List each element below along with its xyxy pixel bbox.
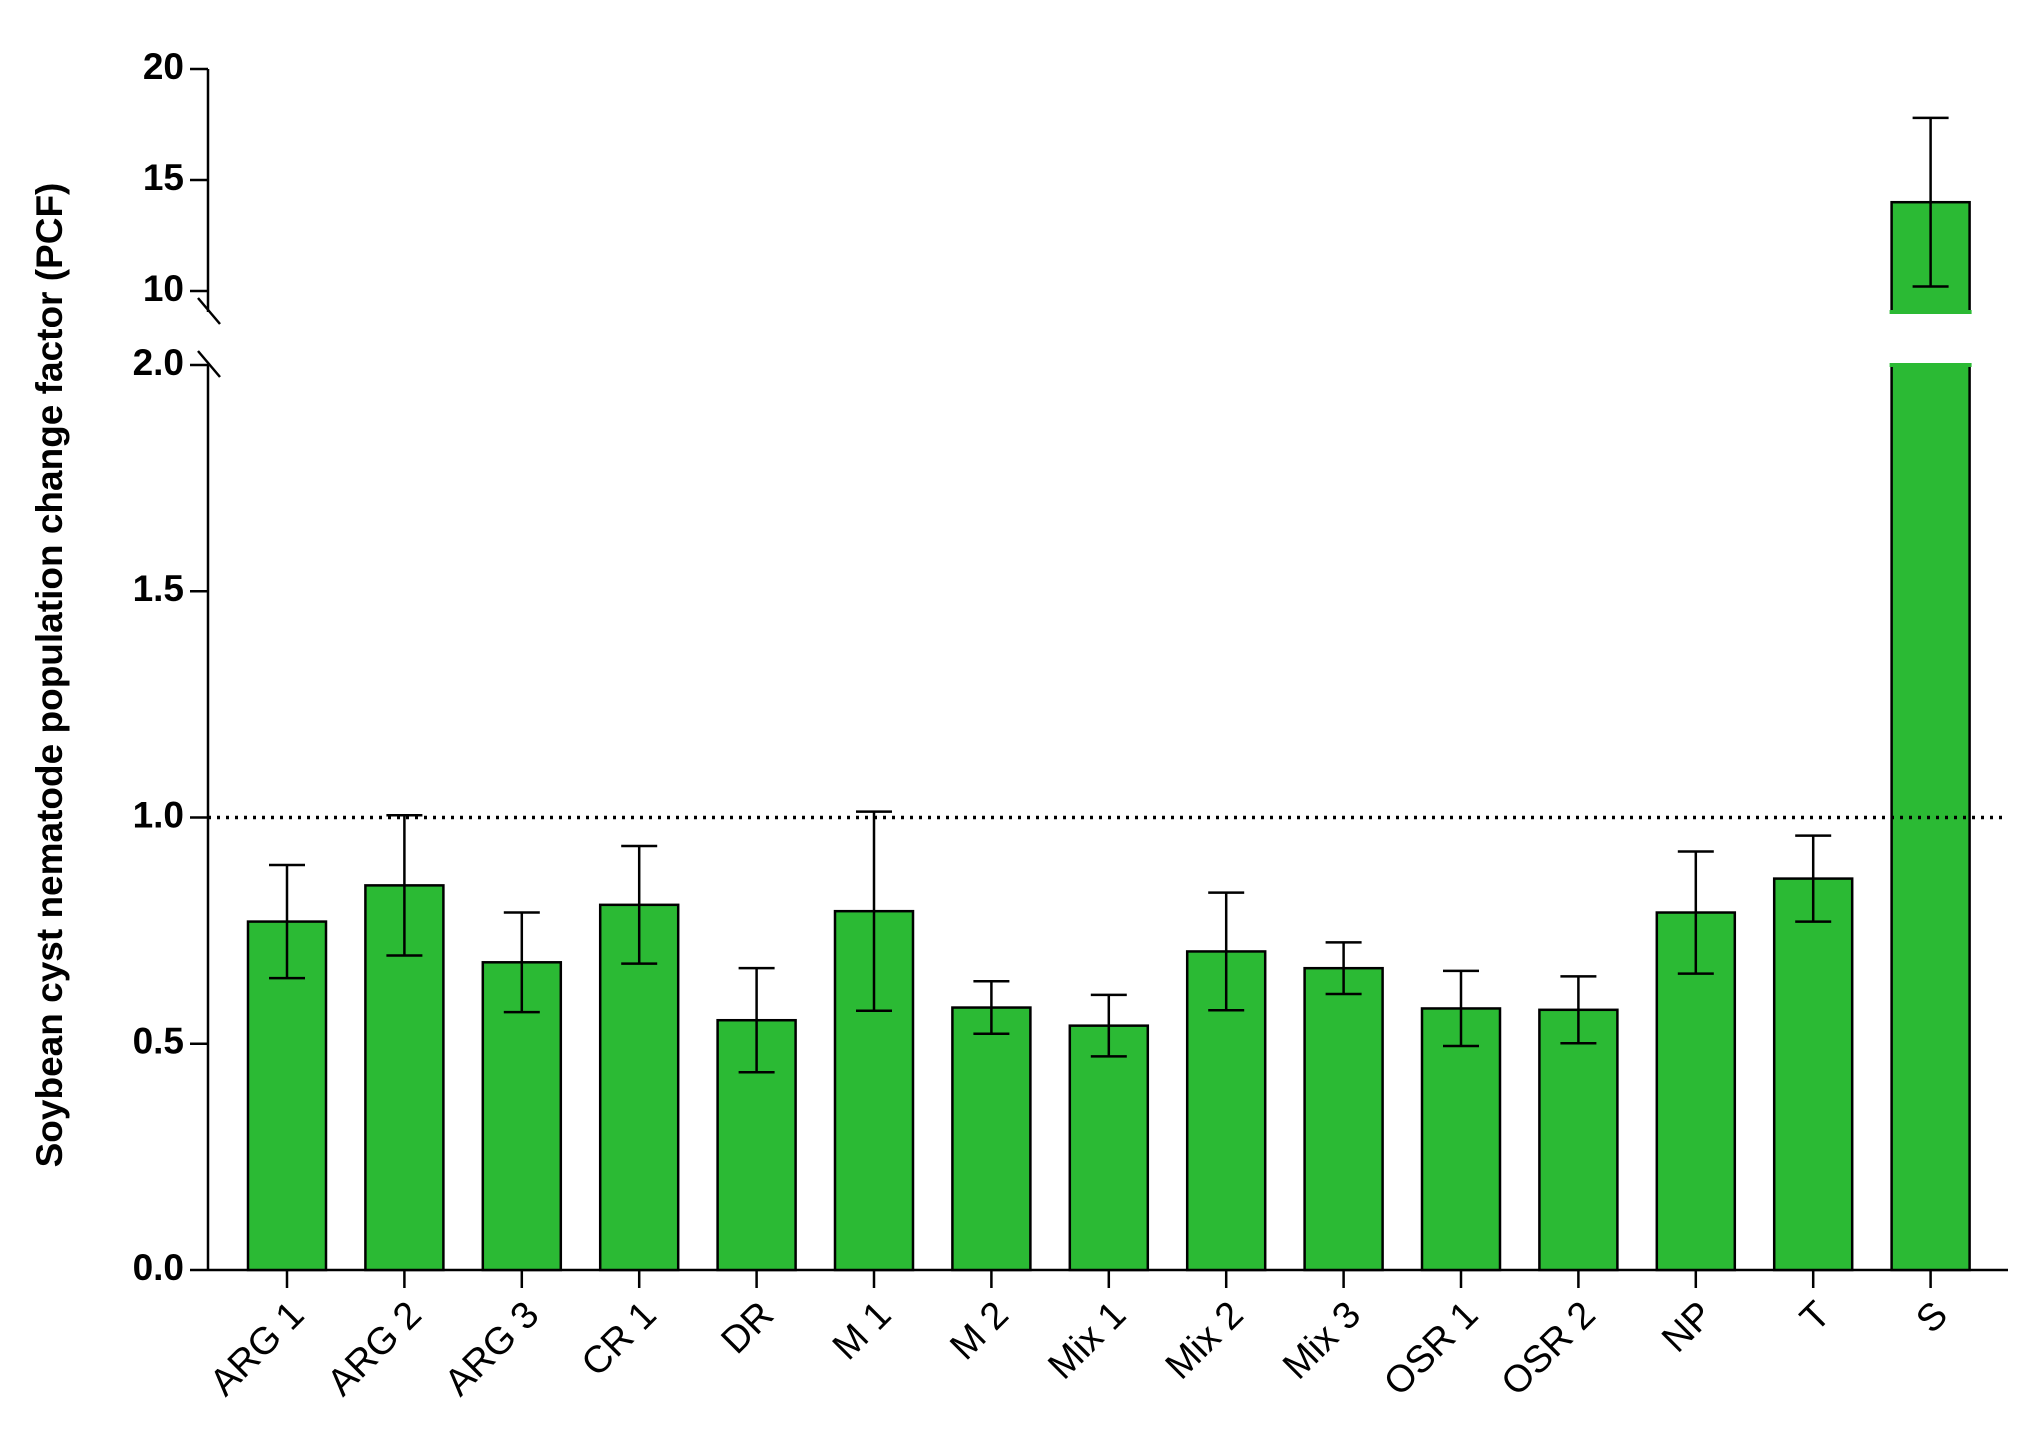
x-tick-label: DR xyxy=(714,1294,783,1363)
x-tick-label: NP xyxy=(1654,1294,1721,1361)
bar xyxy=(1890,363,1971,1272)
x-tick-label: Mix 1 xyxy=(1040,1294,1134,1388)
x-tick-label: OSR 1 xyxy=(1376,1294,1486,1404)
bar xyxy=(1538,1008,1619,1272)
bar xyxy=(1420,1007,1502,1272)
bar xyxy=(246,920,328,1272)
x-tick-label: Mix 3 xyxy=(1275,1294,1369,1388)
bar xyxy=(951,1006,1032,1272)
x-tick-label: ARG 3 xyxy=(437,1294,547,1404)
y-tick-label: 2.0 xyxy=(133,342,184,383)
y-tick-label: 0.0 xyxy=(133,1247,184,1288)
y-tick-label: 1.5 xyxy=(133,568,184,609)
y-tick-label: 1.0 xyxy=(133,794,184,835)
bar xyxy=(1303,966,1384,1272)
y-tick-label: 10 xyxy=(143,268,184,309)
y-axis-label: Soybean cyst nematode population change … xyxy=(29,183,70,1168)
bar xyxy=(1772,877,1854,1272)
x-tick-label: M 1 xyxy=(825,1294,900,1369)
y-tick-label: 0.5 xyxy=(133,1021,184,1062)
bar xyxy=(1655,911,1737,1272)
x-tick-label: OSR 2 xyxy=(1494,1294,1604,1404)
x-tick-label: ARG 1 xyxy=(202,1294,312,1404)
bar xyxy=(1068,1024,1150,1272)
x-tick-label: CR 1 xyxy=(574,1294,665,1385)
bar xyxy=(598,903,680,1272)
y-tick-label: 15 xyxy=(143,157,184,198)
x-tick-label: S xyxy=(1908,1294,1956,1342)
x-tick-label: T xyxy=(1793,1294,1839,1340)
y-tick-label: 20 xyxy=(143,46,184,87)
x-tick-label: Mix 2 xyxy=(1158,1294,1252,1388)
x-tick-label: ARG 2 xyxy=(320,1294,430,1404)
axis-break xyxy=(197,297,221,325)
x-tick-label: M 2 xyxy=(942,1294,1017,1369)
axis-break xyxy=(197,350,221,378)
